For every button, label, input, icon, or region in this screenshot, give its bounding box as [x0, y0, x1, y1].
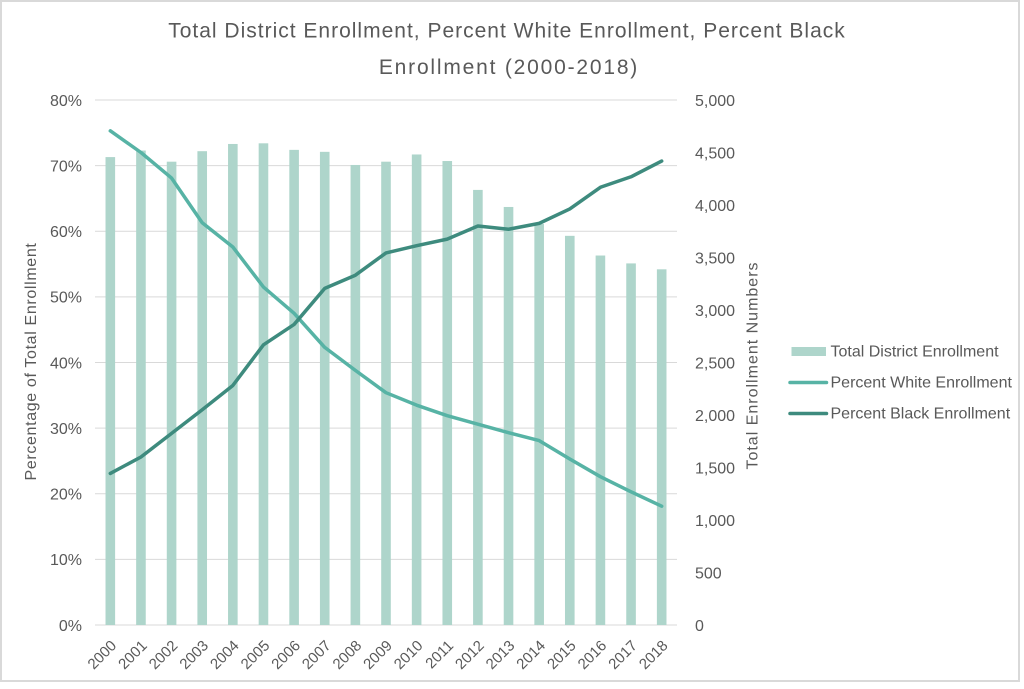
svg-text:80%: 80% — [50, 93, 82, 110]
svg-text:20%: 20% — [50, 487, 82, 504]
svg-text:3,500: 3,500 — [695, 250, 735, 267]
svg-text:2009: 2009 — [360, 637, 396, 673]
svg-text:Total District Enrollment, Per: Total District Enrollment, Percent White… — [168, 20, 846, 43]
svg-text:2004: 2004 — [207, 637, 243, 673]
svg-text:1,000: 1,000 — [695, 513, 735, 530]
svg-text:Enrollment (2000-2018): Enrollment (2000-2018) — [379, 56, 639, 79]
svg-text:3,000: 3,000 — [695, 303, 735, 320]
svg-text:0: 0 — [695, 618, 704, 635]
svg-text:10%: 10% — [50, 552, 82, 569]
svg-text:50%: 50% — [50, 290, 82, 307]
svg-text:2000: 2000 — [85, 637, 121, 673]
svg-text:1,500: 1,500 — [695, 460, 735, 477]
svg-text:40%: 40% — [50, 355, 82, 372]
svg-text:2,000: 2,000 — [695, 408, 735, 425]
svg-text:60%: 60% — [50, 224, 82, 241]
svg-text:2008: 2008 — [330, 637, 366, 673]
svg-text:2,500: 2,500 — [695, 355, 735, 372]
svg-text:2001: 2001 — [115, 637, 151, 673]
svg-text:2018: 2018 — [636, 637, 672, 673]
svg-text:2010: 2010 — [391, 637, 427, 673]
svg-text:2014: 2014 — [513, 637, 549, 673]
svg-text:2005: 2005 — [238, 637, 274, 673]
svg-text:2017: 2017 — [605, 637, 641, 673]
svg-text:Total District Enrollment: Total District Enrollment — [831, 344, 1000, 361]
svg-text:2015: 2015 — [544, 637, 580, 673]
svg-text:2002: 2002 — [146, 637, 182, 673]
svg-text:4,000: 4,000 — [695, 198, 735, 215]
svg-text:500: 500 — [695, 565, 722, 582]
svg-text:0%: 0% — [59, 618, 82, 635]
svg-text:2016: 2016 — [575, 637, 611, 673]
svg-text:2003: 2003 — [176, 637, 212, 673]
svg-text:2013: 2013 — [483, 637, 519, 673]
svg-text:Percent White Enrollment: Percent White Enrollment — [831, 375, 1013, 392]
svg-text:2012: 2012 — [452, 637, 488, 673]
svg-text:4,500: 4,500 — [695, 145, 735, 162]
svg-text:70%: 70% — [50, 158, 82, 175]
svg-text:30%: 30% — [50, 421, 82, 438]
svg-text:Percent Black Enrollment: Percent Black Enrollment — [831, 406, 1011, 423]
svg-text:2007: 2007 — [299, 637, 335, 673]
svg-text:2006: 2006 — [268, 637, 304, 673]
svg-text:Total Enrollment Numbers: Total Enrollment Numbers — [745, 261, 762, 469]
svg-text:2011: 2011 — [422, 637, 457, 672]
svg-text:Percentage of Total Enrollment: Percentage of Total Enrollment — [23, 243, 40, 481]
svg-text:5,000: 5,000 — [695, 93, 735, 110]
